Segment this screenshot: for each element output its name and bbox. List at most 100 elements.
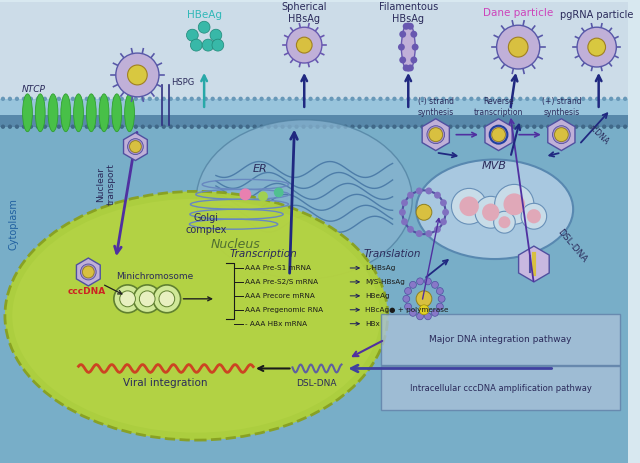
- Circle shape: [476, 125, 481, 129]
- Circle shape: [296, 37, 312, 53]
- Circle shape: [212, 39, 224, 51]
- Circle shape: [371, 97, 376, 101]
- Circle shape: [148, 97, 152, 101]
- Circle shape: [546, 97, 550, 101]
- Ellipse shape: [48, 94, 58, 131]
- Circle shape: [113, 125, 117, 129]
- Text: (+) strand
synthesis: (+) strand synthesis: [541, 97, 581, 117]
- Circle shape: [412, 44, 419, 50]
- Circle shape: [43, 97, 47, 101]
- Circle shape: [22, 125, 26, 129]
- Circle shape: [567, 125, 572, 129]
- Circle shape: [490, 97, 495, 101]
- Circle shape: [294, 125, 299, 129]
- Circle shape: [460, 196, 479, 216]
- Circle shape: [546, 125, 550, 129]
- Circle shape: [469, 125, 474, 129]
- Circle shape: [435, 97, 438, 101]
- Ellipse shape: [112, 94, 122, 131]
- Circle shape: [225, 125, 229, 129]
- Circle shape: [57, 97, 61, 101]
- Circle shape: [337, 97, 340, 101]
- FancyBboxPatch shape: [0, 105, 628, 463]
- Circle shape: [623, 125, 627, 129]
- Circle shape: [57, 125, 61, 129]
- Circle shape: [70, 125, 75, 129]
- Circle shape: [424, 313, 431, 320]
- Circle shape: [114, 285, 141, 313]
- Circle shape: [399, 56, 406, 63]
- Circle shape: [588, 97, 593, 101]
- Circle shape: [560, 125, 564, 129]
- Circle shape: [436, 288, 444, 294]
- Circle shape: [127, 97, 131, 101]
- Text: HBeAg: HBeAg: [187, 10, 221, 20]
- Circle shape: [330, 97, 333, 101]
- Text: NTCP: NTCP: [22, 85, 45, 94]
- Text: HSPG: HSPG: [171, 78, 194, 87]
- Circle shape: [252, 125, 257, 129]
- Circle shape: [417, 313, 424, 320]
- Polygon shape: [76, 258, 100, 286]
- Circle shape: [8, 125, 12, 129]
- Text: ER: ER: [253, 164, 268, 175]
- Circle shape: [127, 125, 131, 129]
- Circle shape: [70, 97, 75, 101]
- Circle shape: [155, 97, 159, 101]
- Circle shape: [316, 125, 320, 129]
- Ellipse shape: [99, 94, 109, 131]
- Circle shape: [518, 97, 522, 101]
- Circle shape: [182, 97, 187, 101]
- Circle shape: [168, 97, 173, 101]
- Circle shape: [116, 53, 159, 97]
- Circle shape: [106, 97, 110, 101]
- Circle shape: [280, 97, 285, 101]
- Text: (-) strand
synthesis: (-) strand synthesis: [418, 97, 454, 117]
- Text: AAA Precore mRNA: AAA Precore mRNA: [245, 293, 316, 299]
- Circle shape: [308, 125, 313, 129]
- Circle shape: [577, 27, 616, 67]
- Circle shape: [440, 218, 447, 225]
- Circle shape: [343, 97, 348, 101]
- Text: Intracellular cccDNA amplification pathway: Intracellular cccDNA amplification pathw…: [410, 384, 591, 393]
- Circle shape: [159, 291, 175, 307]
- Polygon shape: [518, 246, 549, 282]
- Circle shape: [15, 97, 19, 101]
- Circle shape: [364, 97, 369, 101]
- Text: HBx: HBx: [365, 321, 380, 327]
- Circle shape: [588, 125, 593, 129]
- Circle shape: [218, 125, 222, 129]
- Circle shape: [29, 125, 33, 129]
- Circle shape: [574, 125, 579, 129]
- Circle shape: [539, 97, 543, 101]
- Circle shape: [483, 125, 488, 129]
- Circle shape: [1, 97, 5, 101]
- Circle shape: [204, 97, 208, 101]
- Circle shape: [280, 125, 285, 129]
- Circle shape: [401, 218, 408, 225]
- Circle shape: [77, 125, 82, 129]
- Circle shape: [442, 209, 449, 216]
- Circle shape: [15, 125, 19, 129]
- Circle shape: [308, 97, 313, 101]
- Circle shape: [83, 266, 94, 278]
- Circle shape: [539, 125, 543, 129]
- Circle shape: [77, 97, 82, 101]
- Circle shape: [567, 97, 572, 101]
- Ellipse shape: [35, 94, 45, 131]
- Polygon shape: [422, 119, 449, 150]
- Circle shape: [595, 97, 600, 101]
- Circle shape: [287, 97, 292, 101]
- Circle shape: [239, 188, 252, 200]
- Ellipse shape: [416, 160, 573, 259]
- Circle shape: [508, 37, 528, 57]
- Text: Viral integration: Viral integration: [123, 378, 207, 388]
- Text: Reverse
transcription: Reverse transcription: [474, 97, 524, 117]
- Circle shape: [301, 125, 306, 129]
- Polygon shape: [485, 119, 512, 150]
- Circle shape: [232, 97, 236, 101]
- Circle shape: [554, 128, 568, 142]
- Text: DSL-DNA: DSL-DNA: [296, 379, 336, 388]
- Ellipse shape: [22, 94, 33, 131]
- Circle shape: [218, 97, 222, 101]
